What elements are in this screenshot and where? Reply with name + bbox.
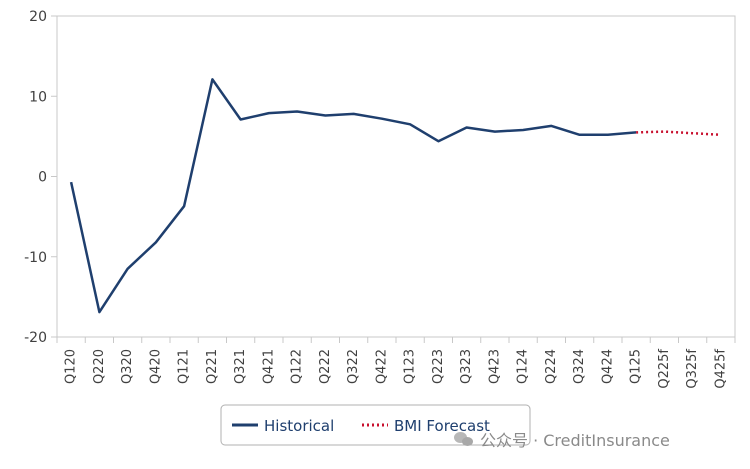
watermark: 公众号 · CreditInsurance xyxy=(454,427,670,451)
y-tick-label: 0 xyxy=(38,170,47,186)
y-tick-label: 10 xyxy=(29,89,47,105)
x-tick-label: Q320 xyxy=(120,349,135,384)
x-tick-label: Q120 xyxy=(64,349,79,384)
x-tick-label: Q224 xyxy=(544,349,559,384)
x-tick-label: Q322 xyxy=(346,349,361,384)
y-tick-label: -10 xyxy=(24,250,47,266)
series-lines xyxy=(69,78,721,314)
legend: Historical BMI Forecast xyxy=(220,404,531,446)
y-tick-label: -20 xyxy=(24,330,47,346)
x-tick-label: Q222 xyxy=(318,349,333,384)
x-tick-label: Q425f xyxy=(713,349,728,389)
x-tick-label: Q121 xyxy=(177,349,192,384)
x-tick-label: Q124 xyxy=(516,349,531,384)
watermark-text: 公众号 · CreditInsurance xyxy=(480,431,670,450)
x-tick-label: Q325f xyxy=(685,349,700,389)
x-tick-label: Q220 xyxy=(92,349,107,384)
x-tick-label: Q420 xyxy=(148,349,163,384)
x-tick-label: Q125 xyxy=(629,349,644,384)
x-tick-label: Q225f xyxy=(657,349,672,389)
x-tick-label: Q221 xyxy=(205,349,220,384)
series-line-forecast xyxy=(636,130,721,137)
y-tick-label: 20 xyxy=(29,9,47,25)
x-tick-label: Q321 xyxy=(233,349,248,384)
plot-area xyxy=(56,15,736,338)
x-tick-label: Q424 xyxy=(600,349,615,384)
wechat-icon xyxy=(454,431,474,447)
x-tick-label: Q323 xyxy=(459,349,474,384)
series-line-historical xyxy=(69,78,637,314)
y-axis: 20 10 0 -10 -20 xyxy=(24,9,57,346)
x-tick-label: Q122 xyxy=(290,349,305,384)
x-tick-label: Q421 xyxy=(261,349,276,384)
legend-box xyxy=(220,404,531,446)
x-tick-label: Q223 xyxy=(431,349,446,384)
x-tick-label: Q324 xyxy=(572,349,587,384)
legend-label-historical: Historical xyxy=(264,417,334,435)
legend-label-forecast: BMI Forecast xyxy=(394,417,490,435)
x-axis: Q120 Q220 Q320 Q420 Q121 Q221 Q321 Q421 Q122 Q222… xyxy=(56,337,736,389)
x-tick-label: Q123 xyxy=(403,349,418,384)
x-tick-label: Q423 xyxy=(487,349,502,384)
x-tick-label: Q422 xyxy=(374,349,389,384)
